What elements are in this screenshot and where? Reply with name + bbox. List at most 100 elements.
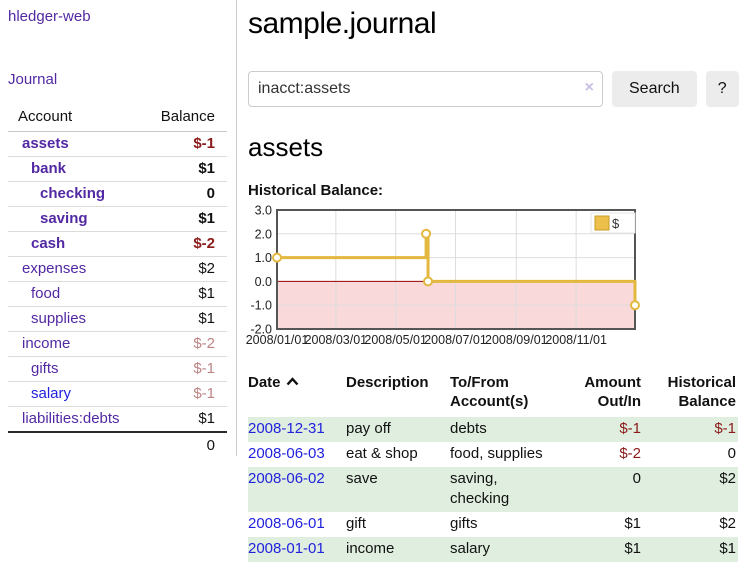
account-link-expenses[interactable]: expenses <box>22 260 87 277</box>
transaction-accounts: gifts <box>450 515 478 532</box>
transaction-balance: 0 <box>727 445 736 462</box>
account-balance: $1 <box>145 281 227 307</box>
amount-column-header: Amount Out/In <box>584 374 641 410</box>
transaction-description: pay off <box>346 417 450 442</box>
register-header-row: Date Description To/From Account(s) Amou… <box>248 371 738 417</box>
chart-canvas: $3.0 2.0 1.0 0.0 -1.0 -2.02008/01/012008/03/0… <box>246 204 640 347</box>
account-balance: $1 <box>145 156 227 182</box>
svg-text:0.0: 0.0 <box>255 275 272 289</box>
svg-text:2008/07/01: 2008/07/01 <box>424 333 487 347</box>
transaction-balance: $2 <box>719 515 736 532</box>
search-button[interactable]: Search <box>612 71 697 107</box>
description-column-header: Description <box>346 374 429 391</box>
account-link-supplies[interactable]: supplies <box>31 310 87 327</box>
account-link-checking[interactable]: checking <box>40 185 106 202</box>
svg-text:3.0: 3.0 <box>255 204 272 218</box>
transaction-row: 2008-12-31 pay off debts $-1 $-1 <box>248 417 738 442</box>
account-row: assets $-1 <box>8 131 227 157</box>
transaction-row: 2008-01-01 income salary $1 $1 <box>248 537 738 562</box>
svg-text:1.0: 1.0 <box>255 251 272 265</box>
svg-text:2008/09/01: 2008/09/01 <box>485 333 548 347</box>
account-row: cash $-2 <box>8 231 227 257</box>
account-heading: assets <box>248 132 324 162</box>
account-balance: $-1 <box>145 131 227 157</box>
account-link-assets[interactable]: assets <box>22 135 69 152</box>
account-row: income $-2 <box>8 331 227 357</box>
transaction-description: gift <box>346 515 367 532</box>
accounts-total-value: 0 <box>206 437 215 454</box>
chart-section-label: Historical Balance: <box>248 182 384 199</box>
account-row: saving $1 <box>8 206 227 232</box>
account-row: expenses $2 <box>8 256 227 282</box>
sidebar: hledger-web Journal Account Balance asse… <box>0 0 237 456</box>
transaction-amount: $-1 <box>566 417 643 442</box>
transaction-amount: $1 <box>566 537 643 562</box>
date-column-header[interactable]: Date <box>248 371 346 417</box>
account-balance: $2 <box>145 256 227 282</box>
accounts-table-header: Account Balance <box>8 103 227 132</box>
account-balance: $1 <box>145 206 227 232</box>
transaction-description: income <box>346 537 450 562</box>
transaction-date-link[interactable]: 2008-12-31 <box>248 420 325 437</box>
svg-text:2008/05/01: 2008/05/01 <box>364 333 427 347</box>
transaction-balance: $-1 <box>643 417 738 442</box>
account-link-income[interactable]: income <box>22 335 71 352</box>
svg-text:2008/03/01: 2008/03/01 <box>305 333 368 347</box>
accounts-table: Account Balance assets $-1 bank $1 check… <box>8 103 227 458</box>
transaction-row: 2008-06-02 save saving, checking 0 $2 <box>248 467 738 512</box>
transaction-description: eat & shop <box>346 445 418 462</box>
historical-balance-chart: $3.0 2.0 1.0 0.0 -1.0 -2.0 2008/01/01 2008/03/0… <box>246 204 740 352</box>
transaction-accounts: salary <box>450 537 566 562</box>
account-link-food[interactable]: food <box>31 285 61 302</box>
help-button[interactable]: ? <box>705 71 739 107</box>
accounts-column-header: To/From Account(s) <box>450 374 529 410</box>
account-row: checking 0 <box>8 181 227 207</box>
app-brand-link[interactable]: hledger-web <box>8 8 91 25</box>
account-row: supplies $1 <box>8 306 227 332</box>
transaction-amount: 0 <box>566 467 643 512</box>
account-balance: $-1 <box>145 381 227 407</box>
account-link-saving[interactable]: saving <box>40 210 88 227</box>
account-row: gifts $-1 <box>8 356 227 382</box>
account-link-cash[interactable]: cash <box>31 235 66 252</box>
sidebar-item-journal[interactable]: Journal <box>8 71 58 88</box>
transaction-amount: $1 <box>624 515 641 532</box>
page-title: sample.journal <box>248 7 437 40</box>
svg-text:$: $ <box>612 216 620 231</box>
account-link-gifts[interactable]: gifts <box>31 360 59 377</box>
transaction-description: save <box>346 467 450 512</box>
transaction-date-link[interactable]: 2008-06-01 <box>248 515 325 532</box>
svg-text:-1.0: -1.0 <box>250 299 272 313</box>
account-balance: $-1 <box>145 356 227 382</box>
sort-ascending-icon <box>286 377 298 386</box>
balance-column-header: Historical Balance <box>667 374 736 410</box>
account-row: bank $1 <box>8 156 227 182</box>
svg-text:2.0: 2.0 <box>255 227 272 241</box>
account-balance: 0 <box>145 181 227 207</box>
account-link-bank[interactable]: bank <box>31 160 67 177</box>
accounts-total-row: 0 <box>8 432 227 458</box>
account-balance: $-2 <box>145 231 227 257</box>
transaction-row: 2008-06-03 eat & shop food, supplies $-2… <box>248 442 738 467</box>
transaction-accounts: saving, checking <box>450 467 566 512</box>
transaction-balance: $1 <box>643 537 738 562</box>
transaction-date-link[interactable]: 2008-06-03 <box>248 445 325 462</box>
transaction-accounts: food, supplies <box>450 445 543 462</box>
balance-column-header: Balance <box>145 103 227 132</box>
account-column-header: Account <box>8 103 146 132</box>
transaction-accounts: debts <box>450 417 566 442</box>
account-balance: $-2 <box>145 331 227 357</box>
search-form: × Search ? <box>248 71 740 107</box>
transaction-balance: $2 <box>643 467 738 512</box>
account-row: salary $-1 <box>8 381 227 407</box>
transaction-date-link[interactable]: 2008-01-01 <box>248 540 325 557</box>
transaction-date-link[interactable]: 2008-06-02 <box>248 470 325 487</box>
register-table: Date Description To/From Account(s) Amou… <box>248 371 738 562</box>
transaction-row: 2008-06-01 gift gifts $1 $2 <box>248 512 738 537</box>
account-link-salary[interactable]: salary <box>31 385 72 402</box>
account-link-liabilities-debts[interactable]: liabilities:debts <box>22 410 120 427</box>
main-content: sample.journal × Search ? assets Histori… <box>246 0 740 562</box>
svg-text:-2.0: -2.0 <box>250 323 272 337</box>
search-input[interactable] <box>248 71 603 107</box>
clear-search-icon[interactable]: × <box>584 79 594 96</box>
